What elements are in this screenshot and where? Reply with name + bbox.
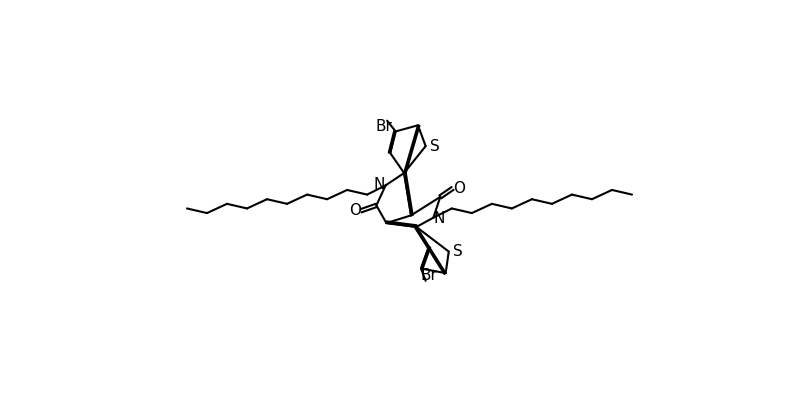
Text: O: O [453, 181, 465, 196]
Text: Br: Br [420, 268, 437, 283]
Text: S: S [453, 244, 463, 259]
Text: Br: Br [375, 118, 392, 133]
Text: O: O [350, 203, 362, 218]
Text: S: S [430, 139, 439, 154]
Text: N: N [374, 177, 385, 192]
Text: N: N [434, 211, 445, 226]
